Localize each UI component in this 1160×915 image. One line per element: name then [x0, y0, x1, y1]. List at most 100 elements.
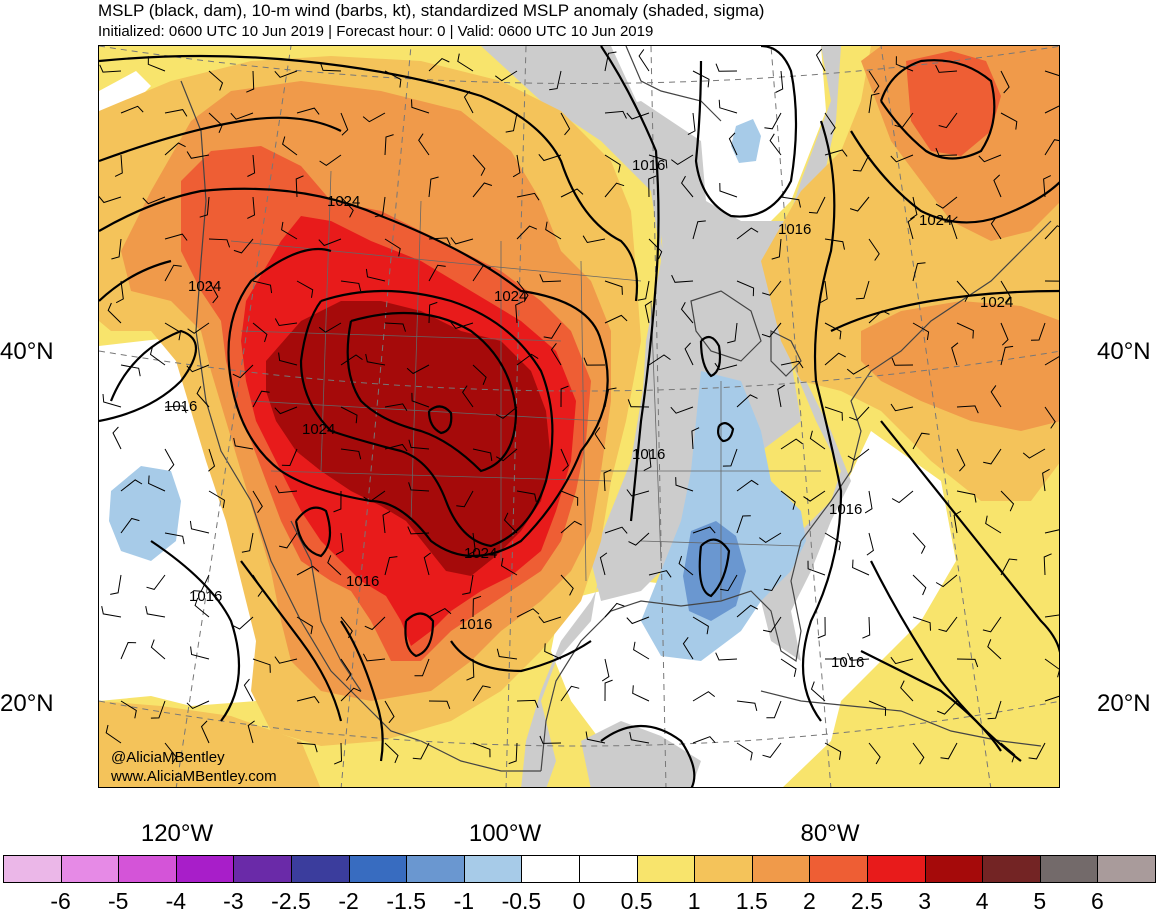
- wind-barb: [585, 731, 606, 744]
- wind-barb: [736, 515, 751, 534]
- wind-barb: [950, 216, 958, 240]
- wind-barb: [296, 696, 320, 704]
- wind-barb: [296, 616, 313, 635]
- wind-barb: [670, 406, 694, 414]
- wind-barb: [633, 641, 650, 660]
- wind-barb: [516, 192, 540, 201]
- wind-barb: [852, 559, 870, 576]
- wind-barb: [632, 685, 650, 702]
- wind-barb: [515, 301, 524, 324]
- wind-barb: [278, 352, 298, 366]
- wind-barb: [1044, 529, 1059, 534]
- wind-barb: [539, 735, 562, 744]
- wind-barb: [274, 406, 298, 415]
- colorbar-swatch: [1097, 855, 1156, 883]
- wind-barb: [604, 280, 623, 295]
- wind-barb: [411, 392, 430, 408]
- wind-barb: [208, 112, 223, 133]
- colorbar-swatch: [694, 855, 753, 883]
- wind-barb: [472, 595, 482, 618]
- wind-barb: [671, 154, 694, 166]
- wind-barb: [1000, 490, 1015, 512]
- wind-barb: [1044, 139, 1059, 156]
- wind-barb: [1000, 70, 1010, 94]
- wind-barb: [780, 360, 804, 369]
- wind-barb: [142, 196, 166, 205]
- wind-barb: [824, 742, 842, 760]
- wind-barb: [362, 112, 386, 123]
- wind-barb: [466, 658, 475, 681]
- anomaly-neutral-area: [99, 336, 266, 706]
- wind-barb: [278, 532, 298, 549]
- colorbar-tick-label: 5: [1033, 888, 1047, 914]
- wind-barb: [340, 354, 363, 366]
- wind-barb: [423, 552, 431, 576]
- wind-barb: [252, 574, 264, 597]
- colorbar-tick-label: 6: [1090, 888, 1104, 914]
- wind-barb: [406, 364, 430, 375]
- wind-barb: [512, 154, 521, 178]
- wind-barb: [762, 616, 782, 633]
- wind-barb: [604, 679, 613, 702]
- wind-barb: [334, 742, 343, 765]
- wind-barb: [900, 680, 914, 702]
- wind-barb: [164, 142, 186, 156]
- wind-barb: [472, 265, 491, 282]
- wind-barb: [890, 656, 914, 665]
- wind-barb: [601, 658, 610, 682]
- wind-barb: [120, 641, 137, 660]
- wind-barb: [761, 322, 782, 338]
- wind-barb: [769, 133, 782, 156]
- wind-barb: [718, 99, 738, 114]
- wind-barb: [951, 342, 959, 366]
- wind-barb: [318, 238, 342, 247]
- coastlines: [180, 46, 1052, 772]
- colorbar-swatch: [867, 855, 926, 883]
- wind-barb: [866, 532, 874, 556]
- wind-barb: [808, 196, 826, 214]
- wind-barb: [956, 448, 966, 472]
- wind-barb: [953, 510, 962, 534]
- colorbar-tick-label: 3: [918, 888, 931, 914]
- colorbar-swatch: [3, 855, 62, 883]
- wind-barb: [208, 238, 231, 248]
- wind-barb: [956, 490, 977, 503]
- colorbar-swatch: [924, 855, 984, 883]
- wind-barb: [247, 154, 256, 177]
- colorbar-swatch: [982, 855, 1041, 883]
- wind-barb: [759, 532, 782, 544]
- lon-label-100w: 100°W: [468, 820, 542, 847]
- anomaly-area-4: [266, 301, 551, 576]
- wind-barb: [233, 437, 254, 450]
- anomaly-area-2: [861, 301, 1059, 431]
- wind-barb: [208, 280, 219, 304]
- wind-barb: [362, 653, 386, 662]
- wind-barb: [428, 607, 452, 618]
- wind-barb: [763, 574, 782, 592]
- wind-barb: [120, 517, 140, 534]
- wind-barb: [384, 742, 399, 764]
- colorbar-tick-label: -4: [165, 888, 187, 914]
- wind-barb: [560, 112, 571, 136]
- wind-barb: [1030, 322, 1046, 341]
- wind-barb: [208, 490, 226, 509]
- wind-barb: [780, 490, 796, 510]
- isobar-label: 1016: [778, 221, 812, 238]
- isobar-label: 1024: [980, 294, 1014, 311]
- wind-barb: [868, 92, 880, 114]
- wind-barb: [199, 196, 210, 218]
- anomaly-area-2.5: [906, 51, 1001, 156]
- wind-barb: [1044, 356, 1059, 366]
- wind-barb: [230, 112, 254, 120]
- colorbar-tick-label: 1: [687, 888, 701, 914]
- wind-barb: [384, 403, 408, 412]
- wind-barb: [912, 432, 930, 450]
- wind-barb: [682, 637, 694, 660]
- wind-barb: [583, 357, 606, 366]
- wind-barb: [120, 479, 143, 492]
- wind-barb: [868, 742, 881, 765]
- wind-barb: [736, 742, 753, 761]
- wind-barb: [461, 385, 474, 408]
- wind-barb: [727, 322, 738, 344]
- wind-barb: [560, 685, 580, 702]
